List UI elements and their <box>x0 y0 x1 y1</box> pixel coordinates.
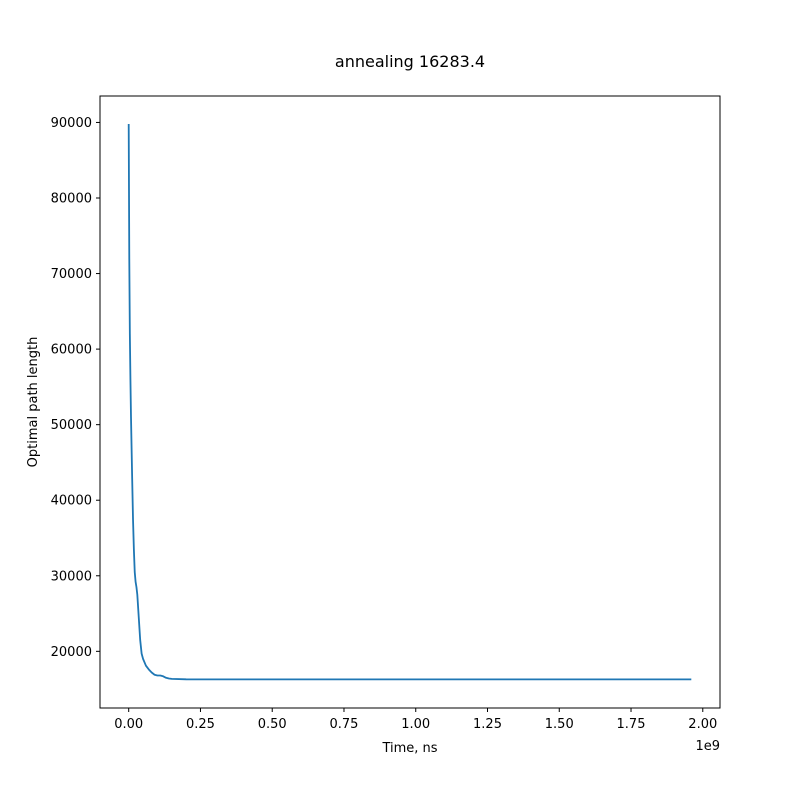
x-axis-label: Time, ns <box>381 741 437 756</box>
y-tick-label: 90000 <box>51 116 92 131</box>
y-axis-ticks: 20000 30000 40000 50000 60000 70000 80000 90000 <box>51 116 100 660</box>
y-axis-label: Optimal path length <box>26 337 41 468</box>
x-axis-offset-label: 1e9 <box>695 739 720 754</box>
y-tick-label: 60000 <box>51 343 92 358</box>
x-tick-label: 0.00 <box>114 717 143 732</box>
x-tick-label: 1.75 <box>617 717 646 732</box>
y-tick-label: 40000 <box>51 494 92 509</box>
y-tick-label: 30000 <box>51 569 92 584</box>
x-tick-label: 0.50 <box>258 717 287 732</box>
plot-area-frame <box>99 95 721 709</box>
y-tick-label: 50000 <box>51 418 92 433</box>
x-tick-label: 1.25 <box>473 717 502 732</box>
x-tick-label: 1.50 <box>545 717 574 732</box>
x-tick-label: 0.75 <box>330 717 359 732</box>
y-tick-label: 70000 <box>51 267 92 282</box>
series-line <box>127 123 692 681</box>
x-axis-ticks: 0.00 0.25 0.50 0.75 1.00 1.25 1.50 1.75 2.00 <box>114 708 717 732</box>
y-tick-label: 80000 <box>51 192 92 207</box>
plot-line-group <box>127 123 692 681</box>
y-tick-label: 20000 <box>51 645 92 660</box>
chart-title: annealing 16283.4 <box>335 52 485 71</box>
x-tick-label: 0.25 <box>186 717 215 732</box>
x-tick-label: 2.00 <box>688 717 717 732</box>
x-tick-label: 1.00 <box>401 717 430 732</box>
